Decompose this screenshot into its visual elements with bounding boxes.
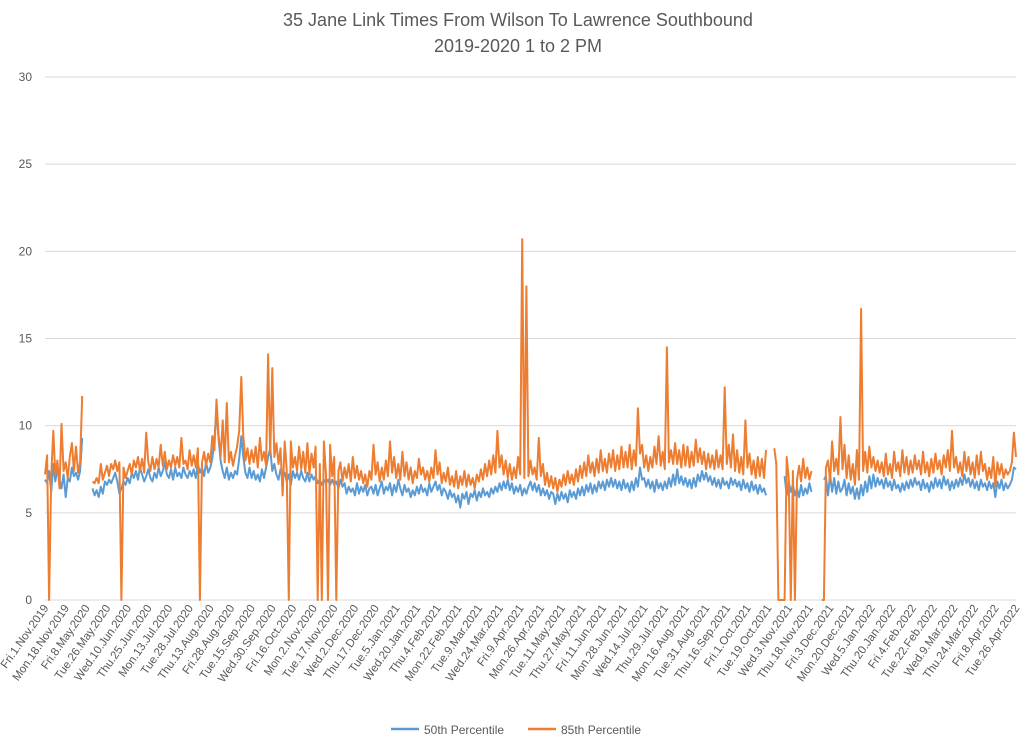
series-line-85th-percentile	[821, 307, 1017, 601]
y-tick-label: 30	[19, 70, 33, 84]
x-axis-tick-labels: Fri.1.Nov.2019Mon.18.Nov.2019Fri.8.May.2…	[0, 603, 1022, 685]
y-tick-label: 10	[19, 419, 33, 433]
legend-label-85th-percentile: 85th Percentile	[561, 723, 641, 737]
y-tick-label: 25	[19, 157, 33, 171]
gridlines	[45, 76, 1016, 601]
y-axis-tick-labels: 0 5 10 15 20 25 30	[19, 70, 33, 607]
legend: 50th Percentile 85th Percentile	[391, 723, 641, 737]
legend-label-50th-percentile: 50th Percentile	[424, 723, 504, 737]
y-tick-label: 0	[25, 593, 32, 607]
series-line-50th-percentile	[91, 409, 767, 509]
chart-title-line-2: 2019-2020 1 to 2 PM	[434, 36, 602, 56]
y-tick-label: 15	[19, 332, 33, 346]
series-line-85th-percentile	[44, 395, 84, 601]
series-lines	[44, 238, 1017, 601]
y-tick-label: 5	[25, 506, 32, 520]
series-line-50th-percentile	[823, 466, 1017, 500]
series-line-85th-percentile	[773, 448, 813, 601]
y-tick-label: 20	[19, 244, 33, 258]
series-line-85th-percentile	[91, 238, 767, 601]
chart-title-line-1: 35 Jane Link Times From Wilson To Lawren…	[283, 10, 753, 30]
